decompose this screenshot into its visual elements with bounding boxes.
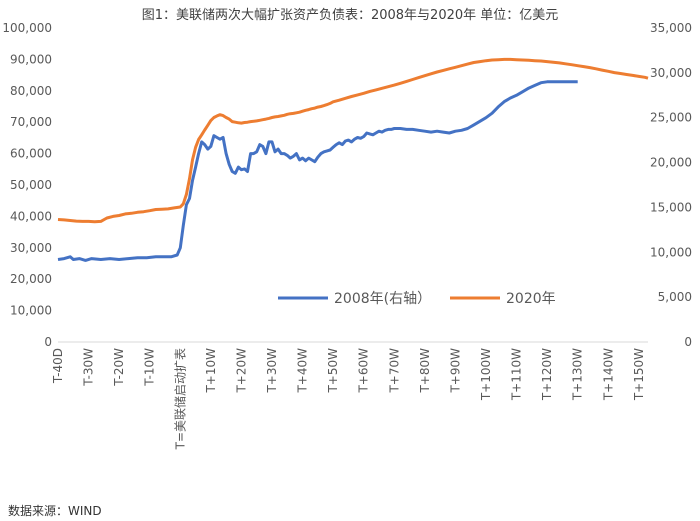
y-right-tick-label: 0 — [684, 335, 692, 349]
y-left-tick-label: 60,000 — [10, 147, 52, 161]
y-left-tick-label: 50,000 — [10, 178, 52, 192]
y-right-tick-label: 25,000 — [650, 111, 692, 125]
y-right-tick-label: 15,000 — [650, 200, 692, 214]
y-left-tick-label: 20,000 — [10, 272, 52, 286]
series-layer — [57, 57, 649, 262]
x-tick-label: T+150W — [632, 348, 646, 401]
x-tick-label: T+110W — [510, 348, 524, 401]
y-right-tick-label: 10,000 — [650, 245, 692, 259]
x-tick-label: T+50W — [326, 348, 340, 394]
x-tick-label: T-20W — [112, 348, 126, 387]
y-left-tick-label: 100,000 — [2, 21, 52, 35]
x-tick-label: T+140W — [601, 348, 615, 401]
x-tick-label: T+80W — [418, 348, 432, 394]
y-left-tick-label: 70,000 — [10, 115, 52, 129]
x-tick-label: T=美联储启动扩表 — [172, 348, 187, 450]
series-line-2008 — [57, 80, 578, 262]
y-left-tick-label: 10,000 — [10, 304, 52, 318]
x-tick-label: T+60W — [357, 348, 371, 394]
chart-title: 图1：美联储两次大幅扩张资产负债表：2008年与2020年 单位：亿美元 — [141, 8, 559, 23]
y-left-tick-label: 90,000 — [10, 52, 52, 66]
y-right-tick-label: 35,000 — [650, 21, 692, 35]
legend: 2008年(右轴） 2020年 — [278, 291, 556, 307]
chart-source: 数据来源：WIND — [8, 504, 102, 518]
x-tick-label: T-40D — [51, 348, 65, 384]
series-line-2020 — [57, 57, 649, 224]
y-right-tick-label: 20,000 — [650, 156, 692, 170]
x-tick-label: T+10W — [204, 348, 218, 394]
x-axis-labels: T-40D T-30W T-20W T-10W T=美联储启动扩表 T+10W T+20W T… — [51, 348, 646, 451]
x-tick-label: T+30W — [265, 348, 279, 394]
x-tick-label: T+130W — [571, 348, 585, 401]
x-tick-label: T-30W — [82, 348, 96, 387]
x-tick-label: T+100W — [479, 348, 493, 401]
y-left-tick-label: 0 — [44, 335, 52, 349]
right-axis-labels: 0 5,000 10,000 15,000 20,000 25,000 30,000 35,0… — [650, 21, 692, 349]
legend-label-2008: 2008年(右轴） — [334, 291, 431, 307]
x-tick-label: T+20W — [234, 348, 248, 394]
x-tick-label: T-10W — [143, 348, 157, 387]
x-tick-label: T+70W — [387, 348, 401, 394]
y-right-tick-label: 30,000 — [650, 66, 692, 80]
left-axis-labels: 0 10,000 20,000 30,000 40,000 50,000 60,000 70,… — [2, 21, 52, 349]
x-tick-label: T+40W — [296, 348, 310, 394]
y-left-tick-label: 30,000 — [10, 241, 52, 255]
y-right-tick-label: 5,000 — [658, 290, 692, 304]
y-left-tick-label: 40,000 — [10, 209, 52, 223]
x-tick-label: T+90W — [448, 348, 462, 394]
x-tick-label: T+120W — [540, 348, 554, 401]
y-left-tick-label: 80,000 — [10, 84, 52, 98]
legend-label-2020: 2020年 — [506, 291, 556, 307]
